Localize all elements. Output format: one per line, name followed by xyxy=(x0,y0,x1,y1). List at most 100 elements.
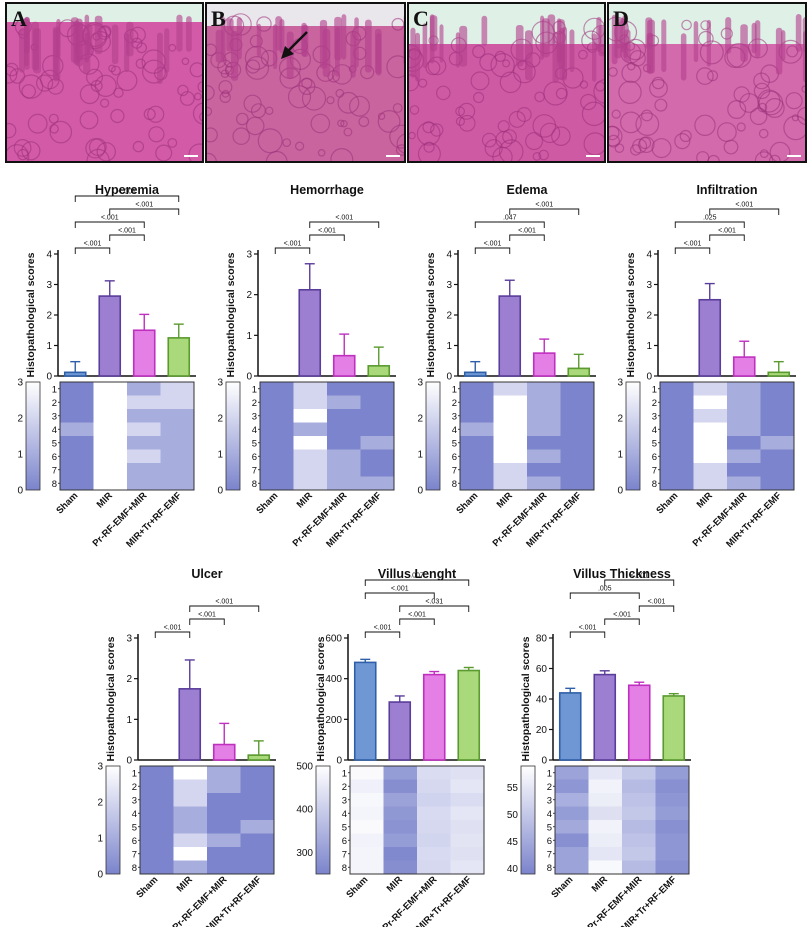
chart-title: Villus Lenght xyxy=(378,567,457,581)
heatmap-cell xyxy=(450,779,485,794)
heatmap-cell xyxy=(327,463,361,477)
heatmap-cell xyxy=(655,779,690,794)
heatmap-cell xyxy=(350,766,384,780)
bar-mir-tr-rf-emf xyxy=(457,669,481,761)
heatmap-cell xyxy=(350,779,384,794)
y-tick-label: 200 xyxy=(325,715,342,726)
heatmap-cell xyxy=(493,463,528,477)
bar-mir-tr-rf-emf xyxy=(662,695,686,761)
heatmap-cell xyxy=(350,860,384,875)
heatmap-cell xyxy=(93,449,128,464)
heatmap-row-label: 4 xyxy=(547,809,552,820)
heatmap-cell xyxy=(127,422,161,437)
arrow-icon xyxy=(281,31,308,59)
scale-tick-label: 3 xyxy=(217,378,223,389)
heatmap-row-label: 3 xyxy=(547,795,552,806)
y-tick-label: 0 xyxy=(646,372,652,383)
significance-bracket xyxy=(189,618,225,625)
heatmap-cell xyxy=(60,409,94,423)
heatmap-cell xyxy=(207,766,241,780)
heatmap-cell xyxy=(655,806,690,821)
scale-tick-label: 1 xyxy=(417,450,423,461)
heatmap-cell xyxy=(350,847,384,861)
heatmap-frame xyxy=(59,381,195,491)
heatmap-cell xyxy=(660,382,694,396)
heatmap-cell xyxy=(660,463,694,477)
heatmap-cell xyxy=(588,793,623,807)
y-tick-label: 1 xyxy=(126,715,132,726)
heatmap-row-label: 1 xyxy=(52,384,57,395)
heatmap-cell xyxy=(207,833,241,848)
panel-label-d: D xyxy=(613,6,629,31)
heatmap-cell xyxy=(450,806,485,821)
heatmap-cell xyxy=(622,820,656,834)
heatmap-cell xyxy=(207,793,241,807)
scale-tick-label: 1 xyxy=(97,834,103,845)
p-value-label: <.001 xyxy=(613,612,631,619)
heatmap-cell xyxy=(140,833,174,848)
heatmap-cell xyxy=(360,436,395,450)
heatmap-row-label: 3 xyxy=(52,411,57,422)
bar-mir xyxy=(98,295,122,377)
significance-bracket xyxy=(709,234,745,241)
heatmap-cell xyxy=(327,409,361,423)
micrograph-image-d xyxy=(609,4,805,161)
chart-villus-lenght: Villus Lenght Histopathological scores 0 20… xyxy=(296,567,486,927)
heatmap-cell xyxy=(260,436,294,450)
heatmap-cell xyxy=(460,422,494,437)
heatmap-row-label: 1 xyxy=(547,768,552,779)
p-value-label: <.001 xyxy=(164,625,182,632)
heatmap-cell xyxy=(417,860,451,875)
scale-tick-label: 0 xyxy=(17,486,23,497)
heatmap-cell xyxy=(260,476,294,491)
x-category-label: MIR xyxy=(695,490,715,510)
heatmap-cell xyxy=(555,820,589,834)
significance-bracket xyxy=(604,579,675,586)
p-value-label: <.001 xyxy=(735,202,753,209)
heatmap-cell xyxy=(160,395,195,410)
heatmap-row-label: 8 xyxy=(342,863,347,874)
y-axis-label: Histopathological scores xyxy=(315,636,327,761)
heatmap-cell xyxy=(655,766,690,780)
heatmap-row-label: 6 xyxy=(52,452,57,463)
heatmap-cell xyxy=(160,476,195,491)
significance-bracket xyxy=(474,247,511,254)
scale-tick-label: 3 xyxy=(617,378,623,389)
heatmap-row-label: 6 xyxy=(547,836,552,847)
heatmap-cell xyxy=(360,476,395,491)
significance-bracket xyxy=(109,234,145,241)
heatmap-cell xyxy=(207,779,241,794)
heatmap-cell xyxy=(460,395,494,410)
heatmap-cell xyxy=(727,422,761,437)
heatmap-row-label: 3 xyxy=(342,795,347,806)
panel-label-c: C xyxy=(413,6,429,31)
heatmap-cell xyxy=(727,449,761,464)
heatmap-row-label: 4 xyxy=(652,425,657,436)
color-scale-bar xyxy=(25,381,41,491)
p-value-label: <.001 xyxy=(391,586,409,593)
heatmap-cell xyxy=(660,476,694,491)
heatmap-cell xyxy=(493,449,528,464)
heatmap-row-label: 1 xyxy=(342,768,347,779)
heatmap-cell xyxy=(527,422,561,437)
heatmap-cell xyxy=(160,436,195,450)
micrograph-image-c xyxy=(409,4,604,161)
heatmap-cell xyxy=(560,449,595,464)
heatmap-cell xyxy=(622,860,656,875)
heatmap-row-label: 5 xyxy=(52,438,57,449)
heatmap-cell xyxy=(260,422,294,437)
heatmap-row-label: 6 xyxy=(252,452,257,463)
significance-bracket xyxy=(189,605,260,612)
chart-title: Ulcer xyxy=(191,567,222,581)
heatmap-cell xyxy=(127,382,161,396)
significance-bracket xyxy=(74,221,145,228)
significance-bracket xyxy=(309,234,345,241)
heatmap-cell xyxy=(622,793,656,807)
micrograph-panel-a: A xyxy=(5,2,204,163)
p-value-label: <.001 xyxy=(374,625,392,632)
micrograph-panel-d: D xyxy=(607,2,807,163)
heatmap-cell xyxy=(360,382,395,396)
bar-mir xyxy=(298,288,322,377)
significance-bracket xyxy=(364,579,470,586)
